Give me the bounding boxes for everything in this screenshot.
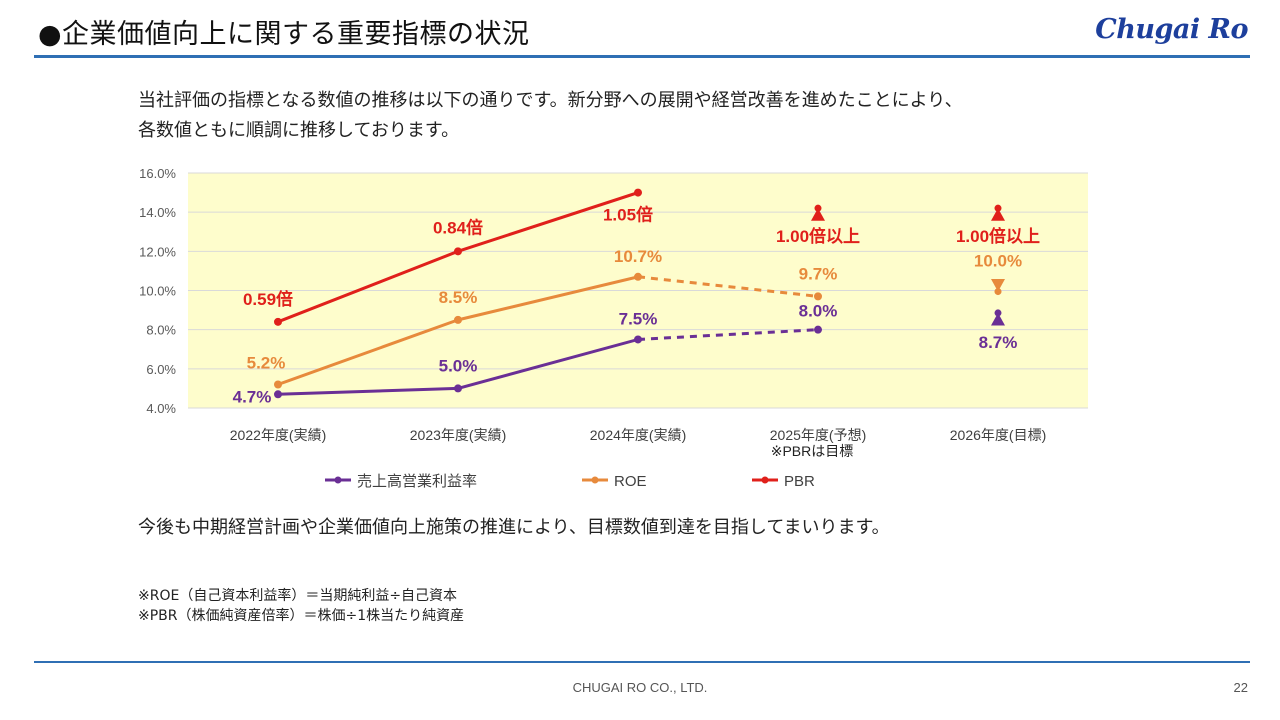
- series-point: [454, 315, 462, 324]
- series-point: [634, 188, 642, 197]
- x-tick-label: 2024年度(実績): [590, 427, 686, 443]
- data-label: 8.5%: [439, 288, 478, 307]
- data-label: 10.7%: [614, 247, 662, 266]
- data-label: 10.0%: [974, 252, 1022, 271]
- x-tick-label: 2022年度(実績): [230, 427, 326, 443]
- page-title: ●企業価値向上に関する重要指標の状況: [38, 19, 530, 50]
- intro-text: 当社評価の指標となる数値の推移は以下の通りです。新分野への展開や経営改善を進めた…: [138, 86, 963, 146]
- x-tick-label: 2026年度(目標): [950, 427, 1046, 443]
- series-point: [274, 390, 282, 399]
- y-tick-label: 4.0%: [146, 401, 176, 416]
- target-marker: [991, 208, 1005, 221]
- legend-marker: [334, 476, 342, 484]
- x-tick-label: 2025年度(予想): [770, 427, 866, 443]
- data-label: 8.0%: [799, 302, 838, 321]
- target-marker: [991, 278, 1005, 292]
- series-point: [274, 380, 282, 389]
- y-tick-label: 14.0%: [139, 205, 176, 220]
- legend-label: PBR: [784, 473, 815, 490]
- data-label: 5.2%: [247, 354, 286, 373]
- data-label: 0.84倍: [433, 217, 483, 237]
- data-label: 4.7%: [233, 387, 272, 406]
- intro-line-2: 各数値ともに順調に推移しております。: [138, 120, 460, 141]
- data-label: 5.0%: [439, 356, 478, 375]
- series-point: [634, 272, 642, 281]
- legend-label: 売上高営業利益率: [357, 473, 477, 490]
- series-point: [274, 317, 282, 326]
- company-logo: Chugai Ro: [1095, 14, 1248, 45]
- y-tick-label: 12.0%: [139, 244, 176, 259]
- legend-label: ROE: [614, 473, 647, 490]
- x-tick-label: 2023年度(実績): [410, 427, 506, 443]
- series-point: [814, 325, 822, 334]
- note-roe: ※ROE（自己資本利益率）＝当期純利益÷自己資本: [138, 588, 458, 604]
- legend-marker: [761, 476, 769, 484]
- intro-line-1: 当社評価の指標となる数値の推移は以下の通りです。新分野への展開や経営改善を進めた…: [138, 90, 963, 111]
- data-label: 1.00倍以上: [776, 226, 860, 246]
- series-point: [454, 247, 462, 256]
- y-tick-label: 8.0%: [146, 323, 176, 338]
- data-label: 0.59倍: [243, 289, 293, 309]
- data-label: 7.5%: [619, 309, 658, 328]
- y-tick-label: 6.0%: [146, 362, 176, 377]
- target-marker: [811, 208, 825, 221]
- series-point: [634, 335, 642, 344]
- footer-company: CHUGAI RO CO., LTD.: [572, 680, 708, 695]
- data-label: 8.7%: [979, 333, 1018, 352]
- series-point: [814, 292, 822, 301]
- outro-text: 今後も中期経営計画や企業価値向上施策の推進により、目標数値到達を目指してまいりま…: [138, 517, 890, 538]
- x-category-note: ※PBRは目標: [771, 443, 854, 459]
- y-tick-label: 10.0%: [139, 284, 176, 299]
- footer-divider: [34, 661, 1250, 663]
- legend-marker: [591, 476, 599, 484]
- note-pbr: ※PBR（株価純資産倍率）＝株価÷1株当たり純資産: [138, 608, 465, 624]
- series-forecast-0: [637, 328, 819, 341]
- series-point: [454, 384, 462, 393]
- y-tick-label: 16.0%: [139, 166, 176, 181]
- page-number: 22: [1233, 680, 1248, 695]
- data-label: 9.7%: [799, 264, 838, 283]
- series-forecast-1: [637, 275, 819, 298]
- header-divider: [34, 55, 1250, 58]
- data-label: 1.00倍以上: [956, 226, 1040, 246]
- target-marker: [991, 312, 1005, 326]
- data-label: 1.05倍: [603, 205, 653, 225]
